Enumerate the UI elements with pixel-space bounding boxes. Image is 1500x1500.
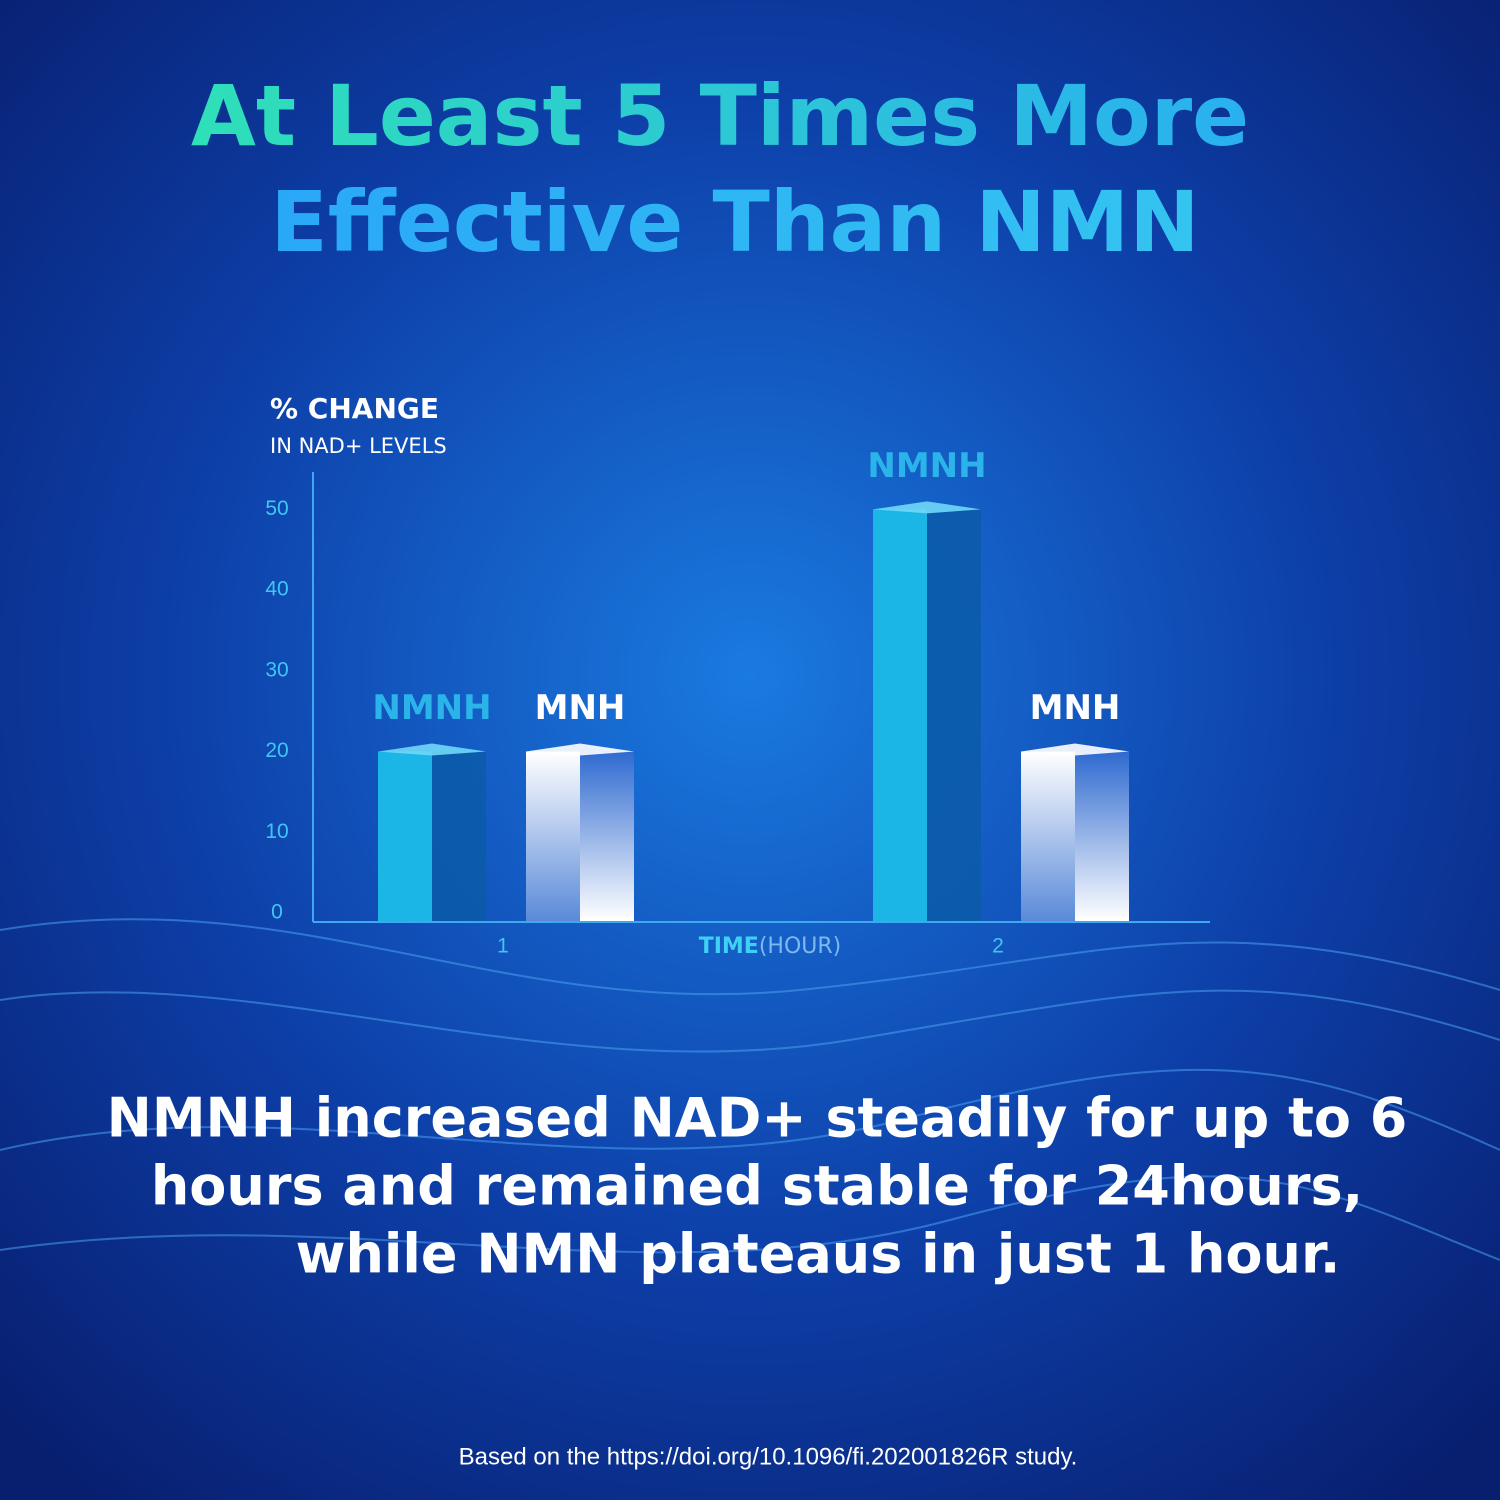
- x-axis-title-unit: (HOUR): [759, 934, 841, 959]
- y-axis-subtitle: IN NAD+ LEVELS: [270, 434, 447, 458]
- title: At Least 5 Times More: [191, 67, 1249, 165]
- footnote: Based on the https://doi.org/10.1096/fi.…: [459, 1443, 1078, 1470]
- bar-top: [873, 501, 981, 514]
- y-tick-label: 40: [265, 578, 288, 601]
- series-label: NMNH: [867, 446, 986, 486]
- body-text: NMNH increased NAD+ steadily for up to 6: [107, 1087, 1408, 1150]
- bar-side: [580, 751, 634, 921]
- y-tick-label: 20: [265, 739, 288, 762]
- y-tick-label: 10: [265, 820, 288, 843]
- bar-top: [1021, 743, 1129, 756]
- bar-side: [432, 751, 486, 921]
- x-axis-title-main: TIME: [699, 934, 759, 959]
- body-text: while NMN plateaus in just 1 hour.: [296, 1223, 1341, 1286]
- title: Effective Than NMN: [270, 173, 1199, 271]
- x-tick-label: 1: [497, 935, 509, 958]
- series-label: MNH: [1030, 688, 1121, 728]
- x-tick-label: 2: [992, 935, 1004, 958]
- bar-side: [1075, 751, 1129, 921]
- bar: [526, 751, 580, 921]
- bar: [378, 751, 432, 921]
- series-label: NMNH: [372, 688, 491, 728]
- body-text: hours and remained stable for 24hours,: [151, 1155, 1363, 1218]
- y-tick-label: 0: [271, 901, 283, 924]
- wave-decoration: [0, 918, 1500, 1261]
- y-tick-label: 50: [265, 497, 288, 520]
- bar-top: [526, 743, 634, 756]
- bar-side: [927, 509, 981, 921]
- y-axis-title: % CHANGE: [270, 392, 439, 425]
- bar-top: [378, 743, 486, 756]
- y-tick-label: 30: [265, 658, 288, 681]
- x-axis-title: TIME(HOUR): [699, 934, 842, 959]
- bar: [1021, 751, 1075, 921]
- bar: [873, 509, 927, 921]
- series-label: MNH: [535, 688, 626, 728]
